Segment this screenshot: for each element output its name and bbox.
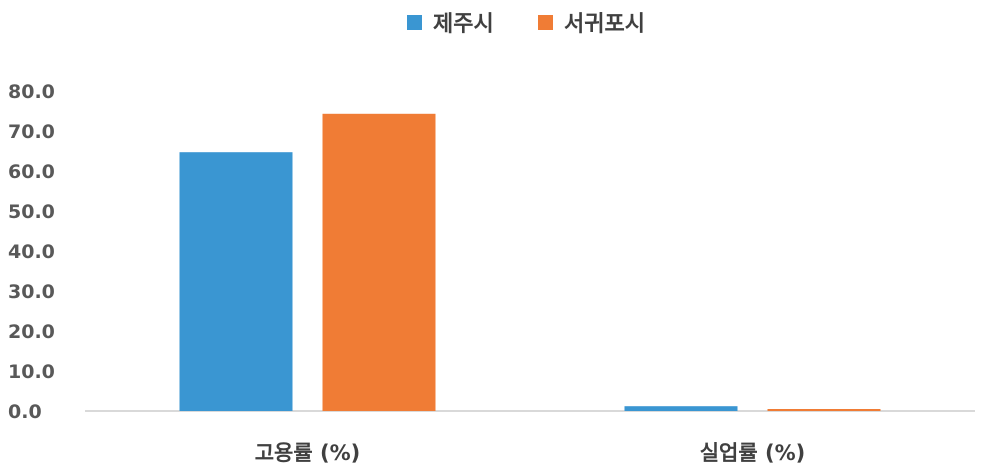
y-tick-label: 0.0 (8, 401, 42, 423)
bar-seogwipo-1 (767, 409, 881, 411)
bar-jeju-1 (624, 406, 738, 411)
bar-seogwipo-0 (322, 113, 436, 412)
legend: 제주시 서귀포시 (407, 12, 645, 37)
legend-swatch (538, 15, 553, 30)
legend-label: 서귀포시 (564, 12, 645, 37)
legend-label: 제주시 (433, 12, 494, 37)
y-tick-label: 70.0 (8, 121, 55, 143)
x-category-label: 고용률 (%) (255, 441, 361, 465)
bars (179, 113, 881, 412)
y-tick-label: 20.0 (8, 321, 55, 343)
legend-swatch (407, 15, 422, 30)
y-tick-label: 30.0 (8, 281, 55, 303)
y-tick-label: 80.0 (8, 81, 55, 103)
x-axis: 고용률 (%) 실업률 (%) (255, 441, 806, 465)
y-tick-label: 40.0 (8, 241, 55, 263)
y-axis: 0.0 10.0 20.0 30.0 40.0 50.0 60.0 70.0 80.0 (8, 81, 55, 423)
y-tick-label: 10.0 (8, 361, 55, 383)
x-category-label: 실업률 (%) (700, 441, 806, 465)
bar-jeju-0 (179, 152, 293, 411)
y-tick-label: 50.0 (8, 201, 55, 223)
y-tick-label: 60.0 (8, 161, 55, 183)
